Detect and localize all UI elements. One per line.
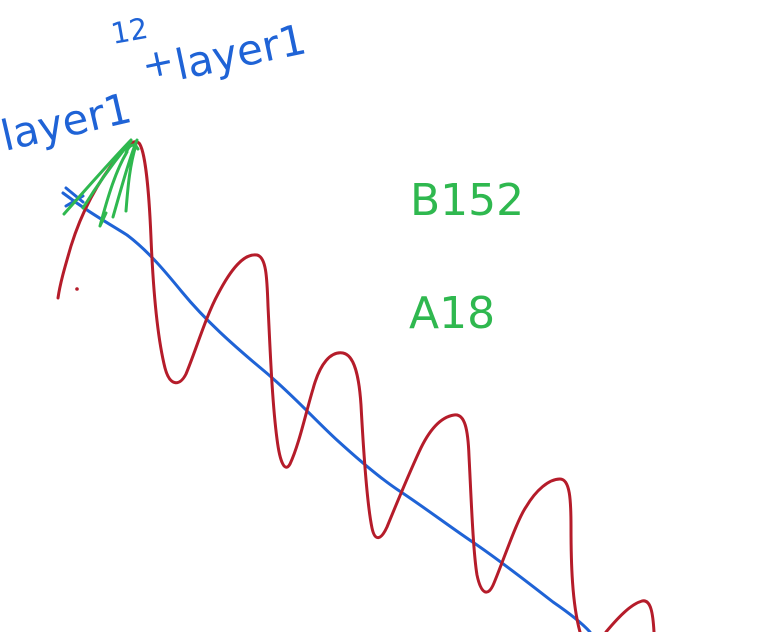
blue-trend-line — [61, 191, 592, 634]
top-number-label: 12 — [108, 11, 150, 51]
value-a-label: A18 — [409, 288, 495, 339]
value-b-label: B152 — [410, 175, 524, 226]
green-peak-highlight — [62, 138, 140, 228]
red-dot-mark — [75, 287, 79, 291]
red-wave-curve — [56, 140, 656, 634]
